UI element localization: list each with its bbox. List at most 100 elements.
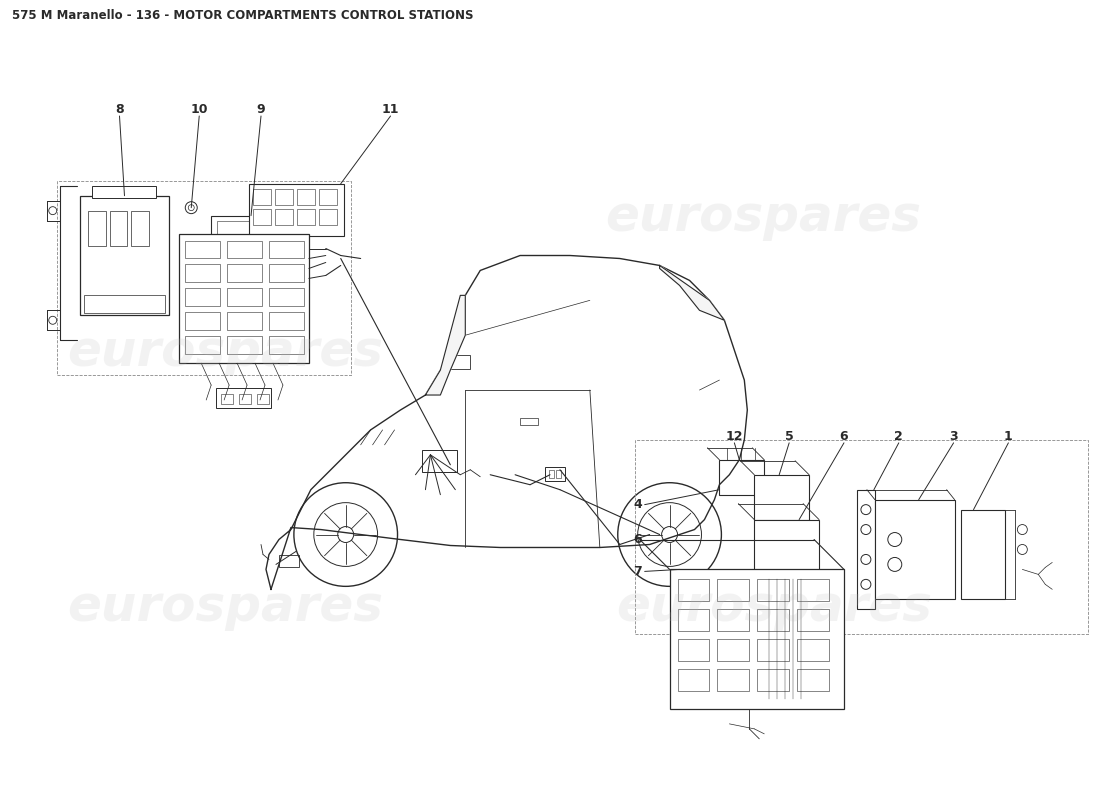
Bar xyxy=(319,209,337,225)
Circle shape xyxy=(618,482,722,586)
Bar xyxy=(717,610,749,631)
Bar xyxy=(678,669,710,691)
Circle shape xyxy=(314,502,377,566)
Bar xyxy=(422,450,458,472)
Bar xyxy=(719,460,764,494)
Polygon shape xyxy=(266,255,747,590)
Bar xyxy=(227,265,262,282)
Bar xyxy=(79,196,169,315)
Bar xyxy=(270,265,304,282)
Circle shape xyxy=(661,526,678,542)
Bar xyxy=(279,555,299,567)
Text: 6: 6 xyxy=(839,430,848,443)
Bar xyxy=(874,500,955,599)
Bar xyxy=(549,470,554,478)
Bar xyxy=(857,490,874,610)
Text: 7: 7 xyxy=(634,565,642,578)
Text: 6: 6 xyxy=(634,533,642,546)
Text: 2: 2 xyxy=(894,430,903,443)
Text: 11: 11 xyxy=(382,102,399,115)
Text: eurospares: eurospares xyxy=(68,328,384,376)
Bar xyxy=(217,388,271,408)
Bar xyxy=(297,189,315,205)
Text: 1: 1 xyxy=(1004,430,1013,443)
Bar xyxy=(960,510,1005,599)
Bar xyxy=(670,570,844,709)
Bar xyxy=(179,234,309,363)
Text: 575 M Maranello - 136 - MOTOR COMPARTMENTS CONTROL STATIONS: 575 M Maranello - 136 - MOTOR COMPARTMEN… xyxy=(12,10,473,22)
Bar xyxy=(717,639,749,661)
Bar xyxy=(270,288,304,306)
Circle shape xyxy=(294,482,397,586)
Bar xyxy=(678,610,710,631)
Circle shape xyxy=(1018,525,1027,534)
Bar xyxy=(757,639,789,661)
Text: 8: 8 xyxy=(116,102,124,115)
Circle shape xyxy=(338,526,354,542)
Circle shape xyxy=(48,316,57,324)
Bar xyxy=(185,312,220,330)
Circle shape xyxy=(861,554,871,565)
Bar xyxy=(798,579,829,602)
Bar xyxy=(132,210,150,246)
Bar xyxy=(227,288,262,306)
Bar xyxy=(755,474,810,519)
Circle shape xyxy=(861,525,871,534)
Bar xyxy=(635,440,1088,634)
Bar xyxy=(217,221,257,237)
Circle shape xyxy=(888,533,902,546)
Bar xyxy=(275,189,293,205)
Bar xyxy=(227,336,262,354)
Bar xyxy=(257,394,270,404)
Bar xyxy=(275,209,293,225)
Bar xyxy=(757,669,789,691)
Bar xyxy=(678,579,710,602)
Bar xyxy=(110,210,128,246)
Bar xyxy=(270,241,304,258)
Polygon shape xyxy=(660,266,725,320)
Bar xyxy=(211,216,263,258)
Bar xyxy=(88,210,106,246)
Text: 9: 9 xyxy=(256,102,265,115)
Text: 10: 10 xyxy=(190,102,208,115)
Circle shape xyxy=(48,206,57,214)
Circle shape xyxy=(861,505,871,514)
Bar xyxy=(227,312,262,330)
Text: eurospares: eurospares xyxy=(616,583,932,631)
Polygon shape xyxy=(426,295,465,395)
Text: eurospares: eurospares xyxy=(68,583,384,631)
Text: 3: 3 xyxy=(949,430,958,443)
Bar xyxy=(520,418,538,425)
Bar xyxy=(449,355,471,369)
Bar xyxy=(249,184,343,235)
Text: 5: 5 xyxy=(784,430,793,443)
Circle shape xyxy=(185,202,197,214)
Bar xyxy=(757,610,789,631)
Bar xyxy=(798,639,829,661)
Circle shape xyxy=(1018,545,1027,554)
Bar xyxy=(297,209,315,225)
Bar xyxy=(217,241,257,253)
Bar xyxy=(253,209,271,225)
Circle shape xyxy=(188,205,195,210)
Bar xyxy=(185,265,220,282)
Bar xyxy=(717,579,749,602)
Circle shape xyxy=(888,558,902,571)
Text: 12: 12 xyxy=(726,430,744,443)
Bar xyxy=(185,241,220,258)
Bar xyxy=(185,336,220,354)
Bar xyxy=(84,295,165,314)
Bar xyxy=(755,519,820,574)
Text: 4: 4 xyxy=(634,498,642,511)
Bar xyxy=(556,470,561,478)
Bar xyxy=(798,669,829,691)
Bar xyxy=(270,336,304,354)
Bar xyxy=(57,181,351,375)
Bar xyxy=(239,394,251,404)
Bar xyxy=(270,312,304,330)
Bar xyxy=(757,579,789,602)
Text: eurospares: eurospares xyxy=(605,193,921,241)
Bar xyxy=(544,466,565,481)
Bar xyxy=(91,186,156,198)
Bar xyxy=(227,241,262,258)
